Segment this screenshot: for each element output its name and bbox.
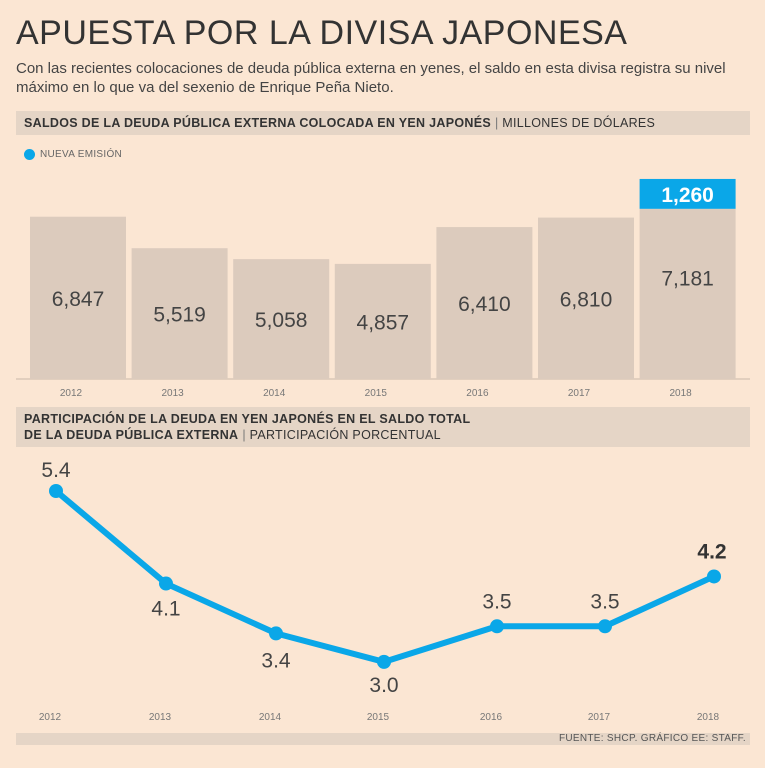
bar-x-tick-label: 2015: [365, 388, 388, 399]
bar-value-label: 7,181: [661, 267, 714, 290]
legend-dot-icon: [24, 149, 35, 160]
bar-value-label: 4,857: [357, 311, 410, 334]
separator: |: [242, 428, 246, 442]
line-point-2013: [159, 576, 173, 591]
line-point-2014: [269, 626, 283, 641]
bar-value-label: 6,410: [458, 293, 511, 316]
bar-chart-unit: MILLONES DE DÓLARES: [502, 116, 656, 130]
line-chart-header: PARTICIPACIÓN DE LA DEUDA EN YEN JAPONÉS…: [16, 407, 750, 447]
line-chart-title-line1: PARTICIPACIÓN DE LA DEUDA EN YEN JAPONÉS…: [24, 412, 471, 426]
bar-2014: [233, 259, 330, 379]
bar-chart-title: SALDOS DE LA DEUDA PÚBLICA EXTERNA COLOC…: [24, 116, 491, 130]
bar-2012: [30, 216, 126, 379]
bar-chart-header: SALDOS DE LA DEUDA PÚBLICA EXTERNA COLOC…: [16, 111, 750, 135]
line-x-tick-label: 2016: [480, 712, 503, 723]
line-x-tick-label: 2015: [367, 712, 390, 723]
line-value-label: 3.5: [590, 590, 619, 613]
line-x-tick-label: 2017: [588, 712, 611, 723]
line-point-2016: [490, 619, 504, 634]
line-point-2015: [377, 654, 391, 669]
legend: NUEVA EMISIÓN: [24, 149, 122, 160]
chart-subtitle: Con las recientes colocaciones de deuda …: [16, 60, 726, 96]
line-x-tick-label: 2018: [697, 712, 720, 723]
line-x-tick-label: 2012: [39, 712, 62, 723]
separator: |: [494, 116, 499, 130]
bar-2017: [538, 217, 634, 379]
line-chart-unit: PARTICIPACIÓN PORCENTUAL: [249, 428, 441, 442]
bar-x-tick-label: 2017: [568, 388, 591, 399]
line-x-tick-label: 2014: [259, 712, 282, 723]
line-series: [53, 488, 717, 665]
bar-value-label: 5,058: [255, 309, 308, 332]
line-value-label: 3.5: [482, 590, 511, 613]
bar-x-tick-label: 2016: [466, 388, 489, 399]
line-point-2012: [49, 484, 63, 498]
bar-2016: [436, 227, 533, 379]
legend-label: NUEVA EMISIÓN: [40, 149, 123, 160]
bar-x-tick-label: 2018: [669, 388, 692, 399]
line-value-label: 5.4: [41, 459, 71, 482]
line-value-label: 3.0: [369, 674, 398, 697]
bar-value-label: 6,847: [52, 288, 105, 311]
source-footer: FUENTE: SHCP. GRÁFICO EE: STAFF.: [16, 733, 750, 745]
bar-x-tick-label: 2012: [60, 388, 83, 399]
bar-new-issue-2018: [639, 178, 736, 209]
bar-2015: [334, 263, 431, 379]
bar-value-label: 5,519: [153, 304, 206, 327]
bar-value-label: 6,810: [560, 288, 613, 311]
line-point-2018: [707, 569, 721, 584]
line-x-tick-label: 2013: [149, 712, 172, 723]
line-value-label: 4.2: [697, 540, 726, 563]
line-point-2017: [598, 619, 612, 634]
line-chart-title-line2: DE LA DEUDA PÚBLICA EXTERNA: [24, 428, 239, 442]
chart-title: APUESTA POR LA DIVISA JAPONESA: [16, 14, 628, 52]
bar-x-tick-label: 2013: [161, 388, 184, 399]
line-value-label: 4.1: [151, 598, 180, 621]
bar-x-tick-label: 2014: [263, 388, 286, 399]
bar-2013: [131, 248, 228, 379]
line-value-label: 3.4: [261, 649, 291, 672]
bar-new-issue-label: 1,260: [661, 184, 714, 207]
bar-2018: [639, 208, 736, 379]
